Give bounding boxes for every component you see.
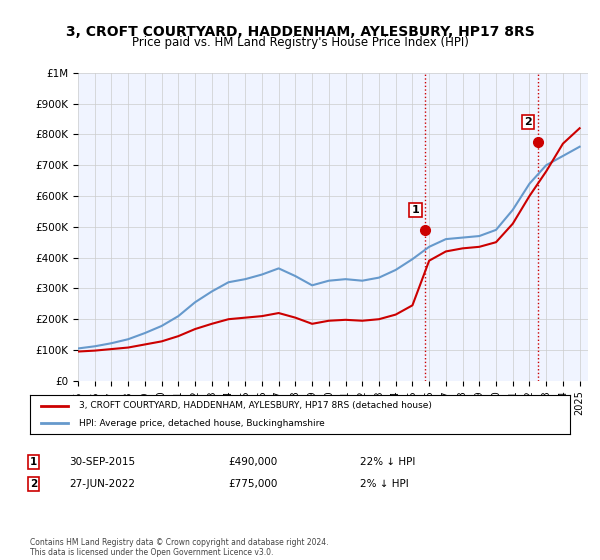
Text: 22% ↓ HPI: 22% ↓ HPI bbox=[360, 457, 415, 467]
Text: 3, CROFT COURTYARD, HADDENHAM, AYLESBURY, HP17 8RS (detached house): 3, CROFT COURTYARD, HADDENHAM, AYLESBURY… bbox=[79, 402, 431, 410]
Text: Contains HM Land Registry data © Crown copyright and database right 2024.
This d: Contains HM Land Registry data © Crown c… bbox=[30, 538, 329, 557]
Text: 2% ↓ HPI: 2% ↓ HPI bbox=[360, 479, 409, 489]
Text: 2: 2 bbox=[524, 117, 532, 127]
Text: 3, CROFT COURTYARD, HADDENHAM, AYLESBURY, HP17 8RS: 3, CROFT COURTYARD, HADDENHAM, AYLESBURY… bbox=[65, 25, 535, 39]
Text: 27-JUN-2022: 27-JUN-2022 bbox=[69, 479, 135, 489]
Text: Price paid vs. HM Land Registry's House Price Index (HPI): Price paid vs. HM Land Registry's House … bbox=[131, 36, 469, 49]
Text: 30-SEP-2015: 30-SEP-2015 bbox=[69, 457, 135, 467]
Text: HPI: Average price, detached house, Buckinghamshire: HPI: Average price, detached house, Buck… bbox=[79, 418, 325, 427]
Text: 2: 2 bbox=[30, 479, 37, 489]
Text: 1: 1 bbox=[412, 205, 419, 215]
Text: £490,000: £490,000 bbox=[228, 457, 277, 467]
Text: £775,000: £775,000 bbox=[228, 479, 277, 489]
Text: 1: 1 bbox=[30, 457, 37, 467]
